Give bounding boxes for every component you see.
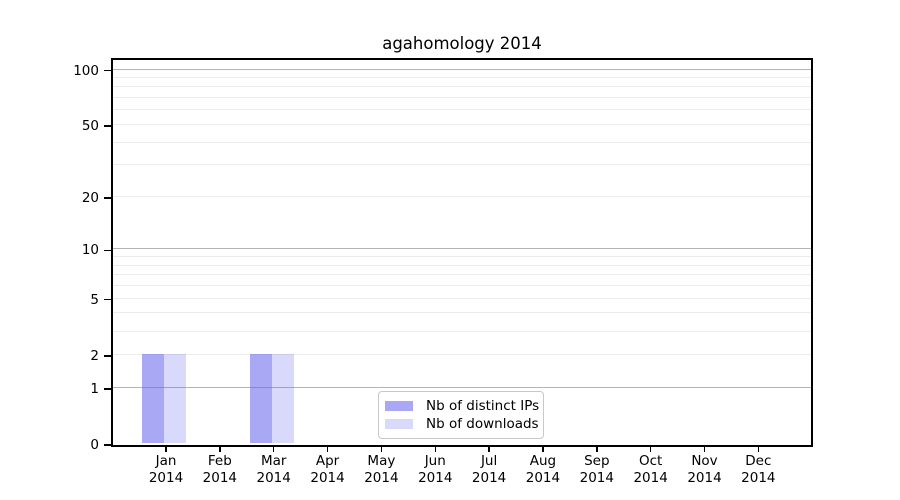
x-tick-month: Dec	[745, 453, 772, 469]
minor-gridline	[113, 256, 811, 258]
y-tick-label: 10	[81, 242, 99, 259]
x-tick	[488, 447, 490, 452]
x-tick-year: 2014	[310, 470, 345, 486]
x-tick	[380, 447, 383, 452]
y-tick-label: 5	[90, 291, 99, 308]
y-tick	[104, 69, 111, 72]
minor-gridline	[113, 86, 811, 88]
x-tick-month: Apr	[315, 453, 340, 469]
x-tick-year: 2014	[148, 470, 184, 486]
x-tick-year: 2014	[256, 470, 291, 486]
x-tick	[649, 447, 652, 452]
x-tick-label: Jul 2014	[454, 453, 524, 487]
plot-area	[111, 58, 813, 447]
minor-gridline	[113, 141, 811, 143]
y-tick	[104, 355, 111, 357]
legend-label: Nb of downloads	[426, 416, 539, 432]
major-gridline	[113, 248, 811, 250]
minor-gridline	[113, 109, 811, 111]
legend: Nb of distinct IPs Nb of downloads	[378, 391, 544, 439]
x-tick-label: Mar 2014	[239, 453, 309, 487]
y-tick-label: 1	[90, 380, 99, 397]
bar-distinct-ips-jan	[142, 353, 164, 443]
minor-gridline	[113, 330, 811, 332]
minor-gridline	[113, 76, 811, 78]
x-tick	[165, 447, 167, 452]
x-tick	[272, 447, 275, 452]
x-tick-month: Aug	[529, 453, 557, 469]
legend-entry: Nb of downloads	[379, 415, 543, 433]
minor-gridline	[113, 274, 811, 276]
y-tick-label: 100	[73, 62, 99, 79]
x-tick-label: Dec 2014	[723, 453, 793, 487]
x-tick-label: Nov 2014	[670, 453, 740, 487]
minor-gridline	[113, 353, 811, 355]
y-tick	[104, 197, 111, 199]
y-tick	[104, 125, 111, 127]
minor-gridline	[113, 312, 811, 314]
x-tick-month: Jan	[155, 453, 177, 469]
x-tick	[596, 447, 598, 452]
minor-gridline	[113, 97, 811, 99]
y-tick	[104, 249, 111, 252]
x-tick-label: Sep 2014	[562, 453, 632, 487]
x-tick-month: Feb	[207, 453, 232, 469]
major-gridline	[113, 68, 811, 70]
x-tick-month: Sep	[584, 453, 610, 469]
minor-gridline	[113, 285, 811, 287]
x-tick-month: May	[367, 453, 396, 469]
x-tick-label: May 2014	[346, 453, 416, 487]
x-tick-year: 2014	[741, 470, 776, 486]
major-gridline	[113, 386, 811, 388]
legend-swatch-downloads	[385, 419, 413, 429]
x-tick-year: 2014	[418, 470, 453, 486]
x-tick	[219, 447, 221, 452]
y-tick	[104, 298, 111, 301]
minor-gridline	[113, 195, 811, 197]
chart-title: agahomology 2014	[382, 34, 542, 53]
bar-distinct-ips-mar	[249, 353, 272, 443]
x-tick-month: Jul	[480, 453, 498, 469]
x-tick-label: Oct 2014	[616, 453, 686, 487]
x-tick-year: 2014	[687, 470, 722, 486]
legend-label: Nb of distinct IPs	[426, 398, 540, 414]
y-tick	[104, 388, 111, 390]
x-tick-month: Nov	[691, 453, 718, 469]
x-tick	[326, 447, 329, 452]
x-tick-label: Apr 2014	[293, 453, 363, 487]
x-tick-month: Mar	[260, 453, 287, 469]
legend-swatch-distinct-ips	[385, 401, 413, 411]
legend-entry: Nb of distinct IPs	[379, 397, 543, 415]
x-tick-month: Jun	[424, 453, 446, 469]
x-tick-year: 2014	[364, 470, 399, 486]
y-tick	[104, 444, 111, 446]
minor-gridline	[113, 123, 811, 125]
y-tick-label: 50	[81, 117, 99, 134]
y-tick-label: 2	[90, 347, 99, 364]
x-tick-label: Jun 2014	[400, 453, 470, 487]
minor-gridline	[113, 297, 811, 299]
x-tick-month: Oct	[638, 453, 663, 469]
y-tick-label: 20	[81, 189, 99, 206]
x-tick	[757, 447, 760, 452]
x-tick	[703, 447, 706, 452]
x-tick-year: 2014	[525, 470, 561, 486]
minor-gridline	[113, 264, 811, 266]
x-tick-label: Feb 2014	[185, 453, 255, 487]
y-tick-label: 0	[90, 437, 99, 453]
x-tick-label: Jan 2014	[131, 453, 201, 487]
x-tick-year: 2014	[579, 470, 614, 486]
minor-gridline	[113, 164, 811, 166]
x-tick-year: 2014	[471, 470, 507, 486]
x-tick-year: 2014	[202, 470, 238, 486]
x-tick-year: 2014	[633, 470, 668, 486]
x-tick	[542, 447, 544, 452]
x-tick-label: Aug 2014	[508, 453, 578, 487]
bar-downloads-jan	[164, 353, 186, 443]
bar-downloads-mar	[271, 353, 294, 443]
x-tick	[434, 447, 436, 452]
